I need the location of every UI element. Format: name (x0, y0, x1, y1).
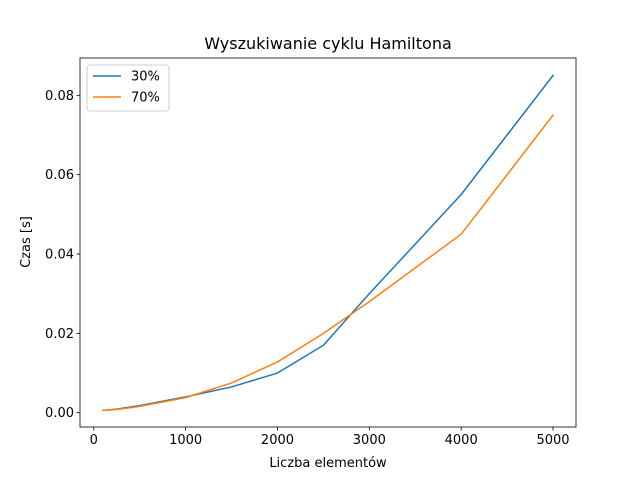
legend: 30%70% (86, 64, 170, 112)
y-tick-label: 0.06 (45, 168, 74, 183)
x-tick-label: 2000 (261, 433, 294, 448)
y-tick-label: 0.00 (45, 406, 74, 421)
plot-area: 0 1000 2000 3000 4000 5000 0.00 0.02 0.04 0.06 0.0… (45, 57, 577, 448)
series-line-1 (102, 114, 555, 412)
y-tick-label: 0.04 (45, 248, 74, 263)
x-tick-label: 5000 (536, 433, 569, 448)
x-tick-label: 4000 (445, 433, 478, 448)
x-axis-label: Liczba elementów (269, 456, 387, 471)
x-tick-label: 3000 (353, 433, 386, 448)
x-tick-label: 1000 (169, 433, 202, 448)
axes-frame (79, 57, 577, 428)
chart-title: Wyszukiwanie cyklu Hamiltona (204, 34, 452, 53)
legend-label-0: 30% (131, 70, 160, 85)
y-axis-label: Czas [s] (19, 216, 34, 268)
y-tick-label: 0.08 (45, 89, 74, 104)
legend-label-1: 70% (131, 91, 160, 106)
x-tick-label: 0 (90, 433, 98, 448)
y-tick-label: 0.02 (45, 327, 74, 342)
